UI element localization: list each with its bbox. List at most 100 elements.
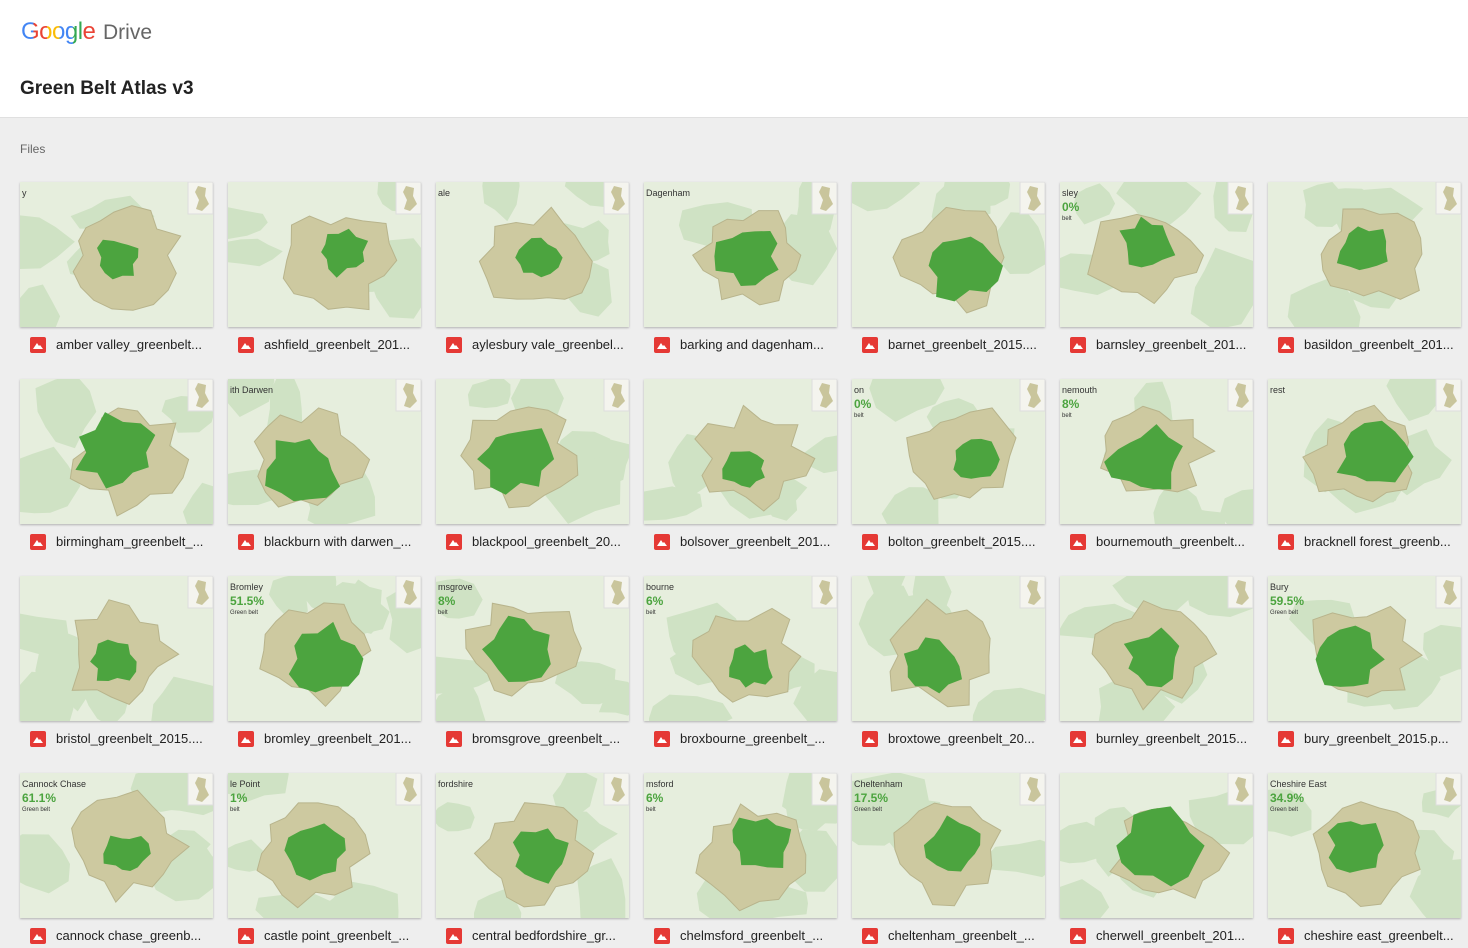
overlay-note: belt [1062, 216, 1072, 222]
thumbnail: rest [1268, 379, 1461, 524]
overlay-place: ith Darwen [230, 385, 273, 395]
file-tile[interactable]: le Point 1% belt castle point_greenbelt_... [228, 773, 421, 944]
file-tile[interactable]: Dagenham barking and dagenham... [644, 182, 837, 353]
file-tile[interactable]: msford 6% belt chelmsford_greenbelt_... [644, 773, 837, 944]
file-icon [862, 928, 878, 944]
green-belt [1116, 806, 1205, 887]
overlay-note: belt [230, 807, 240, 813]
file-tile[interactable]: broxtowe_greenbelt_20... [852, 576, 1045, 747]
product-name[interactable]: Drive [103, 21, 153, 44]
file-tile[interactable]: barnet_greenbelt_2015.... [852, 182, 1045, 353]
icon-mountain [1073, 737, 1083, 743]
file-tile[interactable]: bourne 6% belt broxbourne_greenbelt_... [644, 576, 837, 747]
file-tile[interactable]: Cheltenham 17.5% Green belt cheltenham_gree… [852, 773, 1045, 944]
thumbnail: Cheltenham 17.5% Green belt [852, 773, 1045, 918]
inset-uk [403, 186, 417, 211]
file-name: amber valley_greenbelt... [56, 337, 202, 352]
overlay-place: msgrove [438, 582, 473, 592]
green-belt [732, 817, 792, 868]
green-belt [515, 237, 563, 278]
inset-uk [403, 777, 417, 802]
thumbnail: on 0% belt [852, 379, 1045, 524]
green-belt [714, 231, 779, 286]
map-area [577, 858, 626, 918]
icon-mountain [865, 737, 875, 743]
green-belt [722, 451, 765, 488]
file-tile[interactable]: ashfield_greenbelt_201... [228, 182, 421, 353]
file-tile[interactable]: Bury 59.5% Green belt bury_greenbelt_2015.p… [1268, 576, 1461, 747]
inset-uk [1235, 580, 1249, 605]
file-icon [1070, 337, 1086, 353]
map-area [20, 446, 81, 514]
overlay-percent: 6% [646, 791, 664, 805]
file-tile[interactable]: fordshire central bedfordshire_gr... [436, 773, 629, 944]
map-area [228, 773, 289, 802]
map-area [881, 487, 939, 524]
file-icon [30, 534, 46, 550]
map-area [1420, 846, 1460, 908]
file-tile[interactable]: burnley_greenbelt_2015... [1060, 576, 1253, 747]
overlay-note: Green belt [1270, 610, 1298, 616]
file-tile[interactable]: rest bracknell forest_greenb... [1268, 379, 1461, 550]
thumbnail: msgrove 8% belt [436, 576, 629, 721]
thumbnail [644, 379, 837, 524]
overlay-place: Cheltenham [854, 779, 903, 789]
inset-uk [1235, 777, 1249, 802]
icon-mountain [1073, 343, 1083, 349]
file-tile[interactable]: Cannock Chase 61.1% Green belt cannock chas… [20, 773, 213, 944]
file-tile[interactable]: nemouth 8% belt bournemouth_greenbelt... [1060, 379, 1253, 550]
overlay-place: ale [438, 188, 450, 198]
file-tile[interactable]: Cheshire East 34.9% Green belt cheshire eas… [1268, 773, 1461, 944]
icon-mountain [865, 934, 875, 940]
file-tile[interactable]: birmingham_greenbelt_... [20, 379, 213, 550]
map-area [436, 802, 475, 832]
file-tile[interactable]: Bromley 51.5% Green belt bromley_greenbelt_… [228, 576, 421, 747]
file-tile[interactable]: bristol_greenbelt_2015.... [20, 576, 213, 747]
file-tile[interactable]: bolsover_greenbelt_201... [644, 379, 837, 550]
file-icon [1278, 337, 1294, 353]
green-belt [284, 823, 346, 881]
overlay-place: Cannock Chase [22, 779, 86, 789]
file-tile[interactable]: basildon_greenbelt_201... [1268, 182, 1461, 353]
file-tile[interactable]: y amber valley_greenbelt... [20, 182, 213, 353]
file-tile[interactable]: on 0% belt bolton_greenbelt_2015.... [852, 379, 1045, 550]
overlay-note: Green belt [22, 807, 50, 813]
thumbnail: msford 6% belt [644, 773, 837, 918]
icon-mountain [449, 343, 459, 349]
map-area [35, 379, 97, 449]
inset-uk [1443, 186, 1457, 211]
map-area [20, 834, 70, 894]
file-tile[interactable]: ale aylesbury vale_greenbel... [436, 182, 629, 353]
thumbnail: fordshire [436, 773, 629, 918]
file-tile[interactable]: blackpool_greenbelt_20... [436, 379, 629, 550]
map-area [436, 578, 483, 619]
file-icon [862, 534, 878, 550]
icon-mountain [1281, 934, 1291, 940]
file-name: bristol_greenbelt_2015.... [56, 731, 203, 746]
inset-uk [403, 580, 417, 605]
icon-mountain [657, 343, 667, 349]
green-belt [928, 236, 1003, 302]
brand-logo[interactable]: Google [21, 18, 96, 45]
file-tile[interactable]: ith Darwen blackburn with darwen_... [228, 379, 421, 550]
file-tile[interactable]: sley 0% belt barnsley_greenbelt_201... [1060, 182, 1253, 353]
file-icon [1070, 928, 1086, 944]
file-tile[interactable]: msgrove 8% belt bromsgrove_greenbelt_... [436, 576, 629, 747]
thumbnail: Bury 59.5% Green belt [1268, 576, 1461, 721]
thumbnail: Cheshire East 34.9% Green belt [1268, 773, 1461, 918]
inset-uk [403, 383, 417, 408]
map-area [347, 579, 382, 634]
file-icon [446, 731, 462, 747]
overlay-note: belt [438, 610, 448, 616]
map-area [1116, 182, 1202, 228]
map-area [147, 838, 213, 902]
map-area [555, 661, 617, 705]
icon-mountain [865, 343, 875, 349]
icon-mountain [33, 540, 43, 546]
file-icon [30, 928, 46, 944]
overlay-note: belt [1062, 413, 1072, 419]
icon-mountain [1073, 934, 1083, 940]
file-tile[interactable]: cherwell_greenbelt_201... [1060, 773, 1253, 944]
green-belt [903, 637, 962, 694]
